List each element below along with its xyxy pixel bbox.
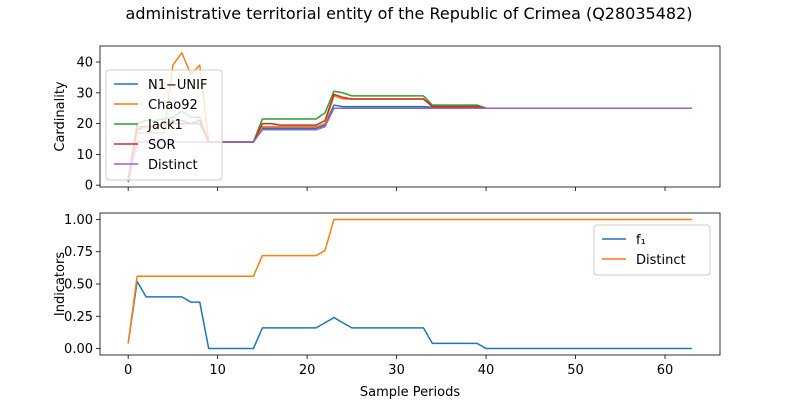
x-tick-label-4: 40: [478, 363, 495, 378]
indicators-y-ticks: 0.00 0.25 0.50 0.75 1.00: [64, 213, 100, 357]
y-tick-label-0-3: 30: [76, 86, 93, 101]
legend-label-0-4: Distinct: [148, 158, 198, 173]
y-tick-label-1-2: 0.50: [64, 278, 93, 293]
x-tick-label-3: 30: [388, 363, 405, 378]
cardinality-y-ticks: 0 10 20 30 40: [76, 56, 100, 194]
cardinality-panel: 0 10 20 30 40 Cardinality N1−UNIF Chao92 Jack1…: [53, 45, 721, 194]
legend-label-0-1: Chao92: [148, 98, 198, 113]
y-tick-label-1-4: 1.00: [64, 213, 93, 228]
y-tick-label-0-4: 40: [76, 56, 93, 71]
indicators-series-lines: [127, 218, 692, 350]
y-tick-label-1-3: 0.75: [64, 245, 93, 260]
x-tick-label-2: 20: [299, 363, 316, 378]
cardinality-y-axis-label: Cardinality: [53, 81, 68, 152]
x-axis-label: Sample Periods: [360, 385, 460, 400]
x-tick-label-6: 60: [657, 363, 674, 378]
y-tick-label-0-1: 10: [76, 148, 93, 163]
legend-box-0: [105, 69, 223, 181]
x-tick-label-1: 10: [209, 363, 226, 378]
cardinality-x-ticks: [127, 187, 666, 191]
y-tick-label-1-0: 0.00: [64, 342, 93, 357]
cardinality-legend: N1−UNIF Chao92 Jack1 SOR Distinct: [105, 69, 223, 181]
y-tick-label-1-1: 0.25: [64, 310, 93, 325]
y-tick-label-0-0: 0: [85, 179, 93, 194]
series-line-1-1: [127, 218, 692, 344]
indicators-panel: 0.00 0.25 0.50 0.75 1.00 0 10 20 30 40 50 60 Indic…: [53, 212, 721, 378]
series-line-1-0: [127, 280, 692, 350]
chart-title: administrative territorial entity of the…: [126, 4, 693, 23]
legend-label-1-1: Distinct: [636, 253, 686, 268]
indicators-legend: f₁ Distinct: [593, 224, 711, 276]
legend-label-1-0: f₁: [636, 233, 646, 248]
legend-label-0-2: Jack1: [147, 118, 183, 133]
legend-label-0-0: N1−UNIF: [148, 78, 207, 93]
x-tick-label-5: 50: [567, 363, 584, 378]
indicators-x-ticks: 0 10 20 30 40 50 60: [124, 355, 673, 378]
cardinality-axes-frame: [99, 45, 721, 188]
y-tick-label-0-2: 20: [76, 117, 93, 132]
legend-box-1: [593, 224, 711, 276]
indicators-y-axis-label: Indicators: [53, 252, 68, 316]
legend-label-0-3: SOR: [148, 138, 176, 153]
x-tick-label-0: 0: [124, 363, 132, 378]
